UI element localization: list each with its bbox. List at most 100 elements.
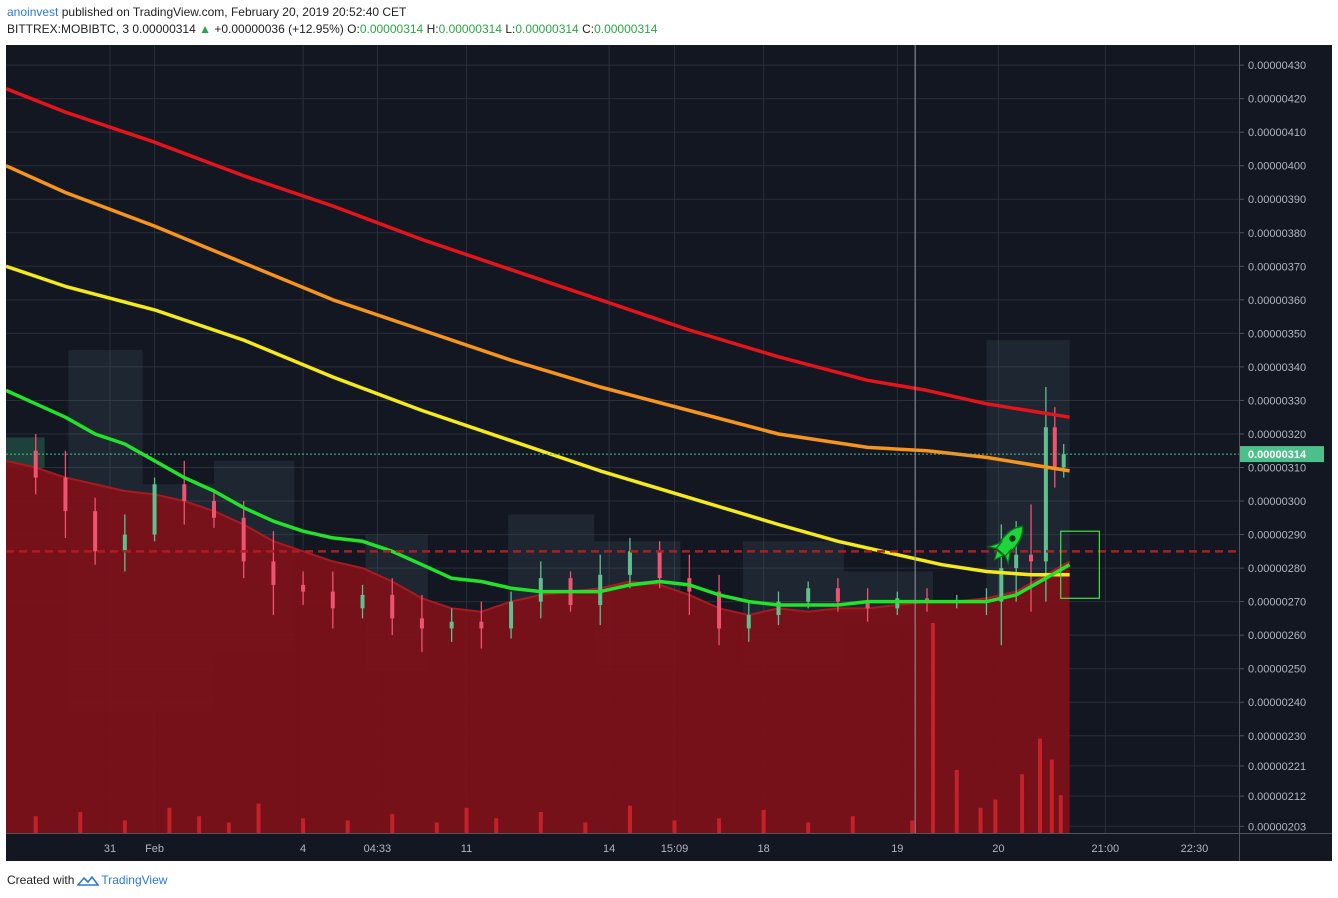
volume-bar bbox=[464, 807, 469, 833]
candle-body bbox=[627, 551, 632, 575]
symbol-legend: BITTREX:MOBIBTC, 3 0.00000314 ▲ +0.00000… bbox=[7, 22, 657, 36]
volume-bar bbox=[434, 822, 439, 833]
candle-body bbox=[152, 484, 157, 535]
x-tick-label: 31 bbox=[104, 843, 116, 855]
y-tick-label: 0.00000360 bbox=[1248, 295, 1306, 307]
candle-body bbox=[301, 584, 306, 592]
y-tick-label: 0.00000390 bbox=[1248, 194, 1306, 206]
rocket-body bbox=[995, 525, 1024, 558]
author-link[interactable]: anoinvest bbox=[7, 5, 59, 19]
candle-body bbox=[717, 591, 722, 629]
y-tick-label: 0.00000221 bbox=[1248, 761, 1306, 773]
time-axis[interactable] bbox=[6, 833, 1332, 861]
annotations bbox=[6, 45, 1239, 833]
volume-bar bbox=[122, 820, 127, 833]
moving-average-line bbox=[6, 86, 1070, 419]
x-tick-label: 19 bbox=[891, 843, 903, 855]
y-tick-label: 0.00000280 bbox=[1248, 563, 1306, 575]
candle-body bbox=[63, 477, 68, 512]
candle-body bbox=[1061, 454, 1066, 468]
y-tick-label: 0.00000310 bbox=[1248, 463, 1306, 475]
tradingview-logo-icon[interactable] bbox=[77, 875, 100, 887]
candle-body bbox=[122, 534, 127, 552]
up-arrow-icon: ▲ bbox=[199, 22, 211, 36]
volume-bar bbox=[345, 820, 350, 833]
candle-body bbox=[330, 591, 335, 609]
x-tick-label: 11 bbox=[461, 843, 472, 855]
y-tick-label: 0.00000420 bbox=[1248, 94, 1306, 106]
price-axis[interactable] bbox=[1239, 45, 1332, 833]
volume-bar bbox=[226, 822, 231, 833]
created-with-text: Created with bbox=[7, 873, 75, 887]
candle-body bbox=[776, 601, 781, 616]
moving-average-line bbox=[6, 164, 1070, 473]
volume-bar bbox=[538, 812, 543, 833]
x-tick-label: 15:09 bbox=[661, 843, 689, 855]
close-label: C: bbox=[582, 22, 595, 36]
volume-bar bbox=[954, 770, 959, 833]
y-tick-label: 0.00000380 bbox=[1248, 228, 1306, 240]
volume-bar bbox=[167, 807, 172, 833]
moving-averages bbox=[6, 86, 1071, 607]
candle-body bbox=[865, 601, 870, 609]
low-value: 0.00000314 bbox=[515, 22, 579, 36]
candle-body bbox=[479, 621, 484, 629]
last-price: 0.00000314 bbox=[132, 22, 196, 36]
y-tick-label: 0.00000290 bbox=[1248, 530, 1306, 542]
volume-bar bbox=[993, 799, 998, 833]
volume-bar bbox=[806, 822, 811, 833]
x-axis-labels: 31 Feb 4 04:33 11 14 15:09 18 19 20 21:00 22:30 bbox=[104, 843, 1208, 855]
candle-body bbox=[93, 511, 98, 552]
x-tick-label: 04:33 bbox=[364, 843, 392, 855]
candle-body bbox=[1014, 554, 1019, 569]
y-axis-labels: 0.00000430 0.00000420 0.00000410 0.00000400… bbox=[1239, 60, 1324, 833]
volume-bar bbox=[1020, 774, 1025, 833]
x-tick-label: 4 bbox=[300, 843, 306, 855]
candle-body bbox=[746, 615, 751, 629]
y-tick-label: 0.00000430 bbox=[1248, 60, 1306, 72]
y-tick-label: 0.00000300 bbox=[1248, 496, 1306, 508]
rocket-fin-right bbox=[1004, 547, 1012, 567]
y-tick-label: 0.00000260 bbox=[1248, 630, 1306, 642]
publish-info: anoinvest published on TradingView.com, … bbox=[7, 5, 406, 19]
price-chart[interactable]: 0.00000430 0.00000420 0.00000410 0.00000400… bbox=[6, 45, 1332, 861]
current-price-label: 0.00000314 bbox=[1248, 449, 1307, 461]
highlight-box bbox=[1060, 530, 1100, 599]
candle-body bbox=[509, 601, 514, 629]
volume-bar bbox=[761, 809, 766, 833]
y-tick-label: 0.00000330 bbox=[1248, 395, 1306, 407]
candle-body bbox=[211, 501, 216, 518]
open-label: O: bbox=[347, 22, 360, 36]
tradingview-link[interactable]: TradingView bbox=[101, 873, 168, 887]
y-tick-label: 0.00000230 bbox=[1248, 731, 1306, 743]
candle-body bbox=[241, 517, 246, 562]
candle-body bbox=[1052, 427, 1057, 468]
rocket-fin-left bbox=[985, 540, 1004, 550]
y-tick-label: 0.00000212 bbox=[1248, 791, 1306, 803]
volume-bar bbox=[33, 816, 38, 833]
x-tick-label: 22:30 bbox=[1181, 843, 1209, 855]
volume-bar bbox=[930, 623, 935, 833]
volume-profile-area bbox=[6, 460, 1070, 833]
rocket-icon bbox=[985, 525, 1024, 567]
y-tick-label: 0.00000203 bbox=[1248, 821, 1306, 833]
y-tick-label: 0.00000350 bbox=[1248, 328, 1306, 340]
high-label: H: bbox=[426, 22, 439, 36]
candle-body bbox=[806, 588, 811, 602]
volume-bar bbox=[390, 814, 395, 833]
volume-bar bbox=[978, 807, 983, 833]
candle-body bbox=[835, 588, 840, 602]
volume-bars bbox=[33, 623, 1063, 833]
candle-body bbox=[657, 551, 662, 579]
y-tick-label: 0.00000250 bbox=[1248, 664, 1306, 676]
symbol-name: BITTREX:MOBIBTC, 3 bbox=[7, 22, 130, 36]
close-value: 0.00000314 bbox=[594, 22, 658, 36]
x-tick-label: 21:00 bbox=[1092, 843, 1120, 855]
volume-bar bbox=[1037, 738, 1042, 833]
volume-bar bbox=[197, 816, 202, 833]
y-tick-label: 0.00000320 bbox=[1248, 429, 1306, 441]
candle-body bbox=[390, 594, 395, 619]
y-tick-label: 0.00000340 bbox=[1248, 362, 1306, 374]
y-tick-label: 0.00000370 bbox=[1248, 261, 1306, 273]
x-tick-label: 14 bbox=[603, 843, 615, 855]
